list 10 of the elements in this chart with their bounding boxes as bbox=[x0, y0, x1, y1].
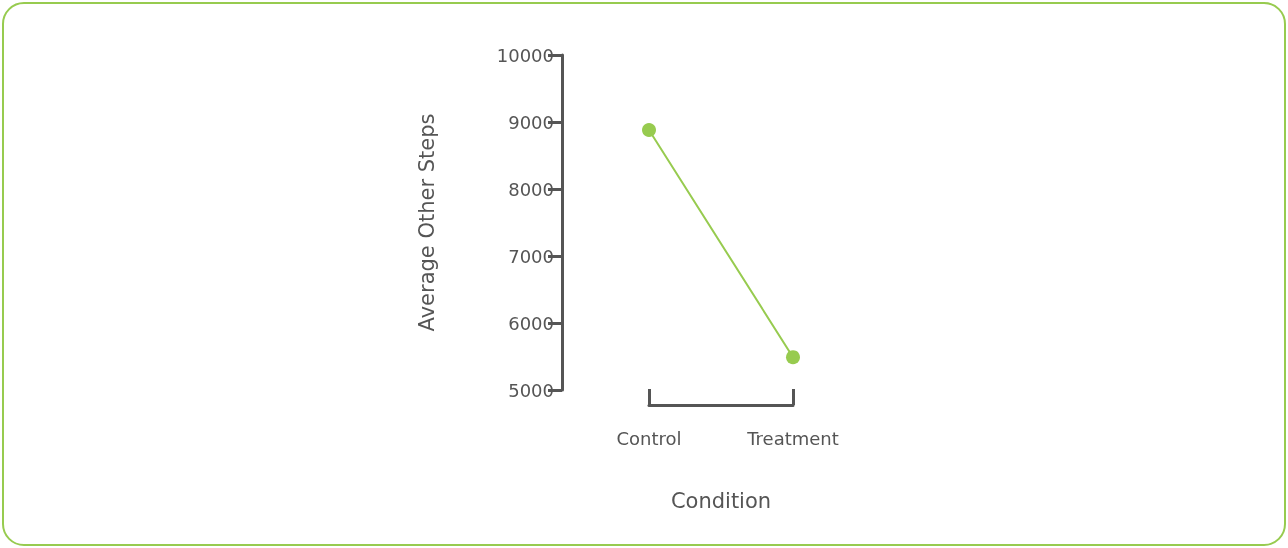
y-axis-title: Average Other Steps bbox=[414, 113, 439, 332]
x-tick-label: Control bbox=[616, 427, 682, 449]
y-tick-label: 5000 bbox=[508, 379, 554, 401]
x-tick-label: Treatment bbox=[746, 427, 839, 449]
y-tick-label: 6000 bbox=[508, 312, 554, 334]
y-tick-label: 7000 bbox=[508, 245, 554, 267]
y-tick-label: 9000 bbox=[508, 111, 554, 133]
y-tick-label: 8000 bbox=[508, 178, 554, 200]
y-tick-label: 10000 bbox=[496, 44, 554, 66]
x-axis-title: Condition bbox=[670, 488, 772, 513]
